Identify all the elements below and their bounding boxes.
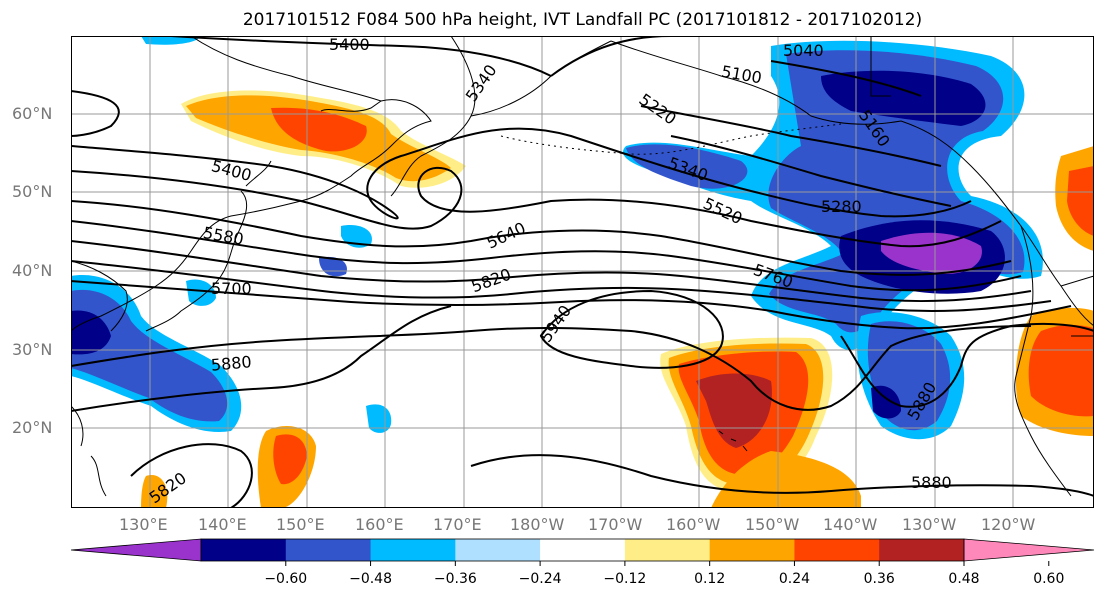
colorbar-segment <box>370 539 456 561</box>
colorbar-segment <box>540 539 626 561</box>
lat-label: 30°N <box>12 340 53 359</box>
lon-label: 150°W <box>745 515 800 534</box>
lat-label: 20°N <box>12 418 53 437</box>
colorbar-outline <box>200 538 965 562</box>
colorbar-segment <box>455 539 541 561</box>
lon-label: 170°E <box>433 515 482 534</box>
colorbar-tick-label: −0.48 <box>349 571 392 587</box>
colorbar-segment <box>624 539 711 561</box>
colorbar-tick-label: 0.48 <box>948 571 979 587</box>
colorbar-segment <box>963 538 1095 562</box>
colorbar-tick-label: 0.12 <box>694 571 725 587</box>
colorbar-tick-label: 0.36 <box>864 571 895 587</box>
colorbar-segment <box>70 538 202 562</box>
lon-label: 160°W <box>666 515 721 534</box>
lat-label: 50°N <box>12 182 53 201</box>
lon-label: 150°E <box>276 515 325 534</box>
map-title: 2017101512 F084 500 hPa height, IVT Land… <box>242 10 923 30</box>
colorbar-segment <box>709 539 795 561</box>
lon-label: 140°E <box>198 515 247 534</box>
lon-label: 160°E <box>355 515 404 534</box>
colorbar-tick-label: −0.24 <box>519 571 562 587</box>
contour-label: 5880 <box>210 352 252 374</box>
colorbar-segment <box>794 539 880 561</box>
lon-label: 120°W <box>981 515 1036 534</box>
colorbar-tick-label: 0.24 <box>779 571 810 587</box>
contour-label: 5280 <box>821 197 862 216</box>
colorbar-tick-label: −0.60 <box>264 571 307 587</box>
colorbar-tick-label: −0.12 <box>603 571 646 587</box>
lat-label: 60°N <box>12 104 53 123</box>
lon-label: 140°W <box>823 515 878 534</box>
colorbar: −0.60 −0.48 −0.36 −0.24 −0.12 0.12 0.24 0.36 0.4… <box>70 538 1095 587</box>
lon-label: 130°W <box>902 515 957 534</box>
colorbar-tick-label: 0.60 <box>1033 571 1064 587</box>
lon-label: 170°W <box>588 515 643 534</box>
colorbar-tick-label: −0.36 <box>434 571 477 587</box>
contour-label: 5040 <box>783 41 824 60</box>
coastlines <box>71 36 1094 497</box>
colorbar-segments <box>70 538 1095 562</box>
graticule <box>71 36 1094 508</box>
colorbar-ticks: −0.60 −0.48 −0.36 −0.24 −0.12 0.12 0.24 0.36 0.4… <box>264 561 1064 587</box>
lat-label: 40°N <box>12 261 53 280</box>
contour-label: 5700 <box>211 279 252 298</box>
colorbar-segment <box>201 539 287 561</box>
colorbar-segment <box>285 539 372 561</box>
contour-label: 5880 <box>911 473 952 492</box>
lon-label: 180°W <box>510 515 565 534</box>
height-contours <box>71 36 1094 508</box>
contour-label: 5400 <box>329 36 370 54</box>
colorbar-segment <box>879 539 965 561</box>
lon-label: 130°E <box>119 515 168 534</box>
map-panel: 5400 5340 5040 5100 5220 5160 5400 5340 … <box>71 36 1094 508</box>
